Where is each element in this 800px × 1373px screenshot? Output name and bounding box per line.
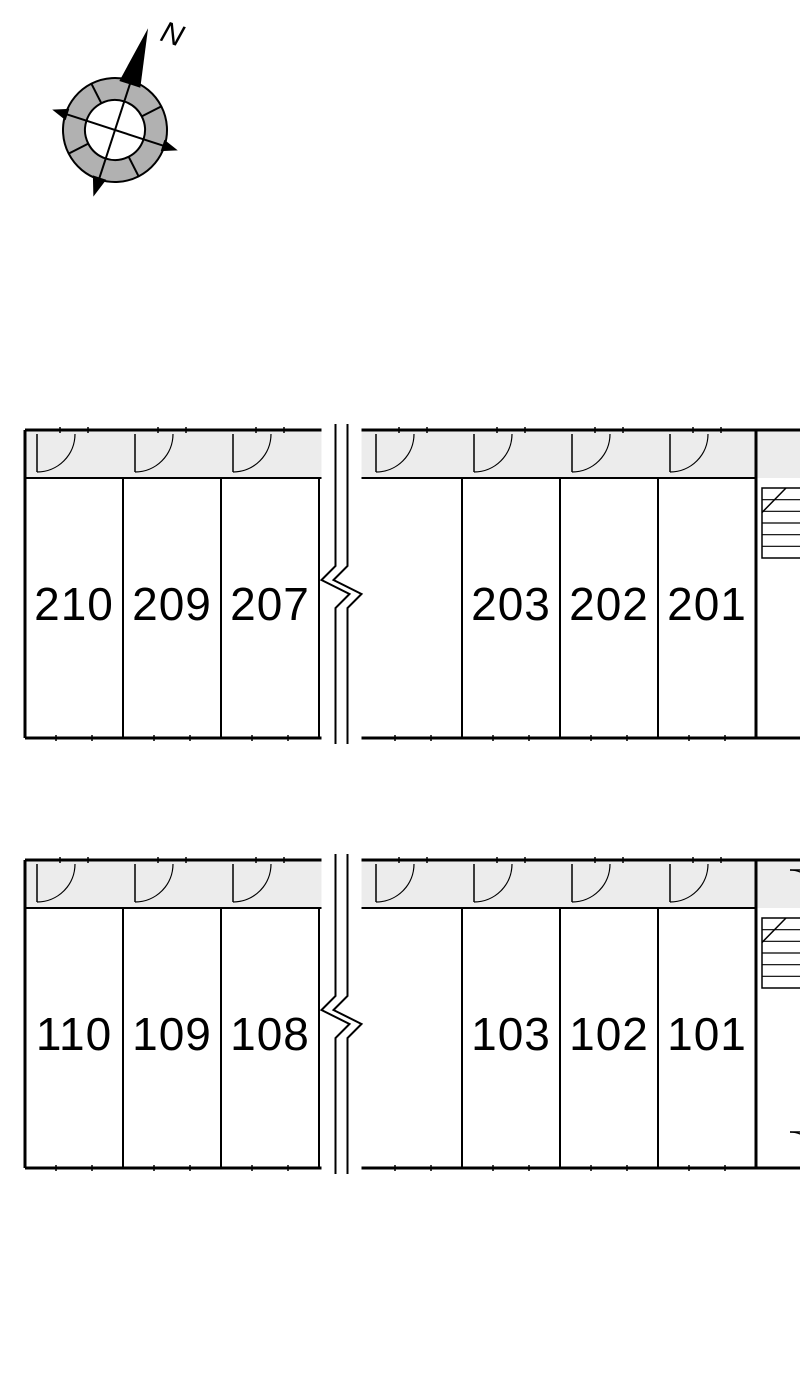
room-label-108: 108 <box>230 1008 310 1060</box>
compass-rose: N <box>31 0 217 217</box>
room-label-103: 103 <box>471 1008 551 1060</box>
room-label-201: 201 <box>667 578 747 630</box>
room-label-210: 210 <box>34 578 114 630</box>
room-label-109: 109 <box>132 1008 212 1060</box>
floor-plan-canvas: N2102092072032022012F1101091081031021011… <box>0 0 800 1373</box>
room-label-102: 102 <box>569 1008 649 1060</box>
floor-2F: 2102092072032022012F <box>25 424 800 792</box>
compass-north-label: N <box>157 15 188 53</box>
room-label-101: 101 <box>667 1008 747 1060</box>
floor-1F: 1101091081031021011F <box>25 854 800 1222</box>
room-label-202: 202 <box>569 578 649 630</box>
room-label-209: 209 <box>132 578 212 630</box>
room-label-203: 203 <box>471 578 551 630</box>
room-label-110: 110 <box>36 1008 112 1060</box>
room-label-207: 207 <box>230 578 310 630</box>
